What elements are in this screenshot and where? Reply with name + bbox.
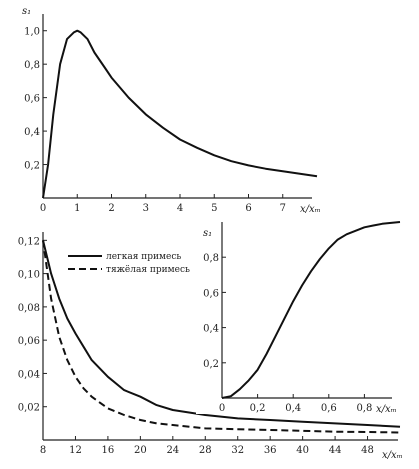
bottom-ytick-label: 0,06 [18,336,40,347]
top-xtick-label: 7 [280,203,286,214]
inset-xtick-label: 0 [219,403,225,414]
bottom-ytick-label: 0,10 [18,270,40,281]
bottom-ytick-label: 0,04 [18,369,40,380]
inset-ytick-label: 0,6 [203,288,219,299]
top-ytick-label: 0,2 [24,161,40,172]
bottom-xtick-label: 8 [40,445,46,456]
bottom-xtick-label: 24 [166,445,179,456]
bottom-series-1-line [42,240,401,434]
bottom-xtick-label: 16 [102,445,115,456]
top-xtick-label: 4 [177,203,183,214]
top-ytick-label: 0,6 [24,94,40,105]
top-xtick-label: 2 [108,203,114,214]
inset-series-0-line [221,221,401,399]
top-ytick-label: 0,8 [24,60,40,71]
bottom-ytick-label: 0,08 [18,303,40,314]
inset-ytick-label: 0,2 [203,359,219,370]
bottom-ytick-label: 0,02 [18,403,40,414]
inset-xtick-label: 0,4 [285,403,301,414]
bottom-ytick-label: 0,12 [18,236,40,247]
top-xlabel: x/xₘ [300,204,321,215]
legend-label-light: легкая примесь [106,252,181,262]
top-xtick-label: 5 [211,203,217,214]
bottom-xtick-label: 44 [329,445,342,456]
top-xtick-label: 3 [143,203,149,214]
top-ytick-label: 0,4 [24,127,40,138]
top-xtick-label: 0 [40,203,46,214]
inset-xtick-label: 0,8 [356,403,372,414]
bottom-xtick-label: 28 [199,445,212,456]
bottom-xtick-label: 20 [134,445,147,456]
bottom-xlabel: x/xₘ [382,450,403,461]
bottom-xtick-label: 48 [361,445,374,456]
legend-label-heavy: тяжёлая примесь [106,265,190,275]
inset-xlabel: x/xₘ [376,404,397,415]
top-xtick-label: 6 [245,203,251,214]
inset-ylabel: s₁ [203,228,212,239]
top-ytick-label: 1,0 [24,27,40,38]
inset-background [196,218,404,414]
top-xtick-label: 1 [74,203,80,214]
bottom-xtick-label: 32 [231,445,244,456]
inset-ytick-label: 0,4 [203,324,219,335]
top-ylabel: s₁ [22,6,31,17]
bottom-xtick-label: 36 [264,445,277,456]
bottom-series-0-line [42,240,401,428]
bottom-xtick-label: 12 [69,445,82,456]
inset-ytick-label: 0,8 [203,253,219,264]
inset-xtick-label: 0,2 [250,403,266,414]
top-series-0-line [42,29,318,199]
inset-xtick-label: 0,6 [321,403,337,414]
bottom-xtick-label: 40 [296,445,309,456]
